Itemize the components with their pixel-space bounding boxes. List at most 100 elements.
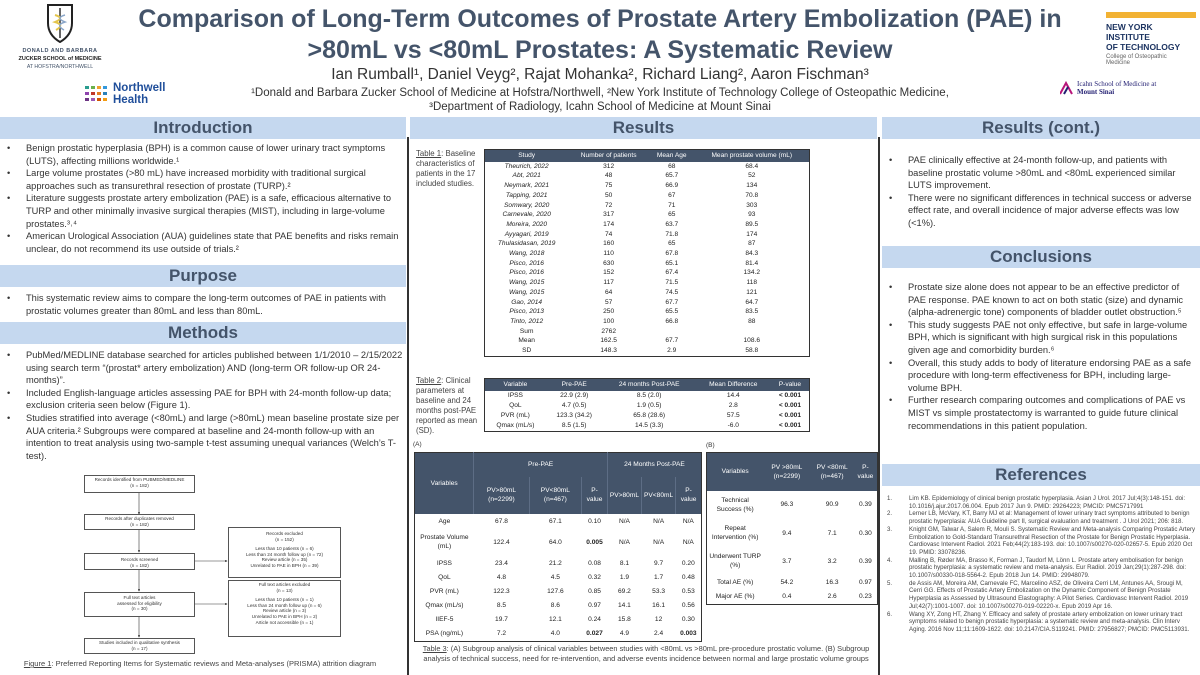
nyit-logo-line1: NEW YORK INSTITUTE (1106, 22, 1153, 42)
results-cont-header: Results (cont.) (882, 117, 1200, 139)
table-cell: 0.97 (859, 579, 872, 587)
purpose-header: Purpose (0, 265, 406, 287)
table-cell: Moreira, 2020 (506, 220, 547, 228)
column-group-header: Pre-PAE (473, 452, 608, 477)
table-cell: 57 (604, 298, 613, 306)
table-row: Pisco, 2013 250 65.5 83.5 (485, 307, 810, 317)
zucker-logo-line1: DONALD AND BARBARA (22, 48, 98, 54)
table-cell: PVR (mL) (500, 412, 530, 419)
table-cell: 14.5 (3.3) (635, 422, 664, 429)
prisma-box-records-excluded: Records excluded (n = 152) Less than 10 pa… (228, 527, 341, 578)
table-cell: 2762 (601, 327, 616, 335)
table-cell: Ayyagari, 2019 (504, 230, 549, 238)
prisma-box-identified: Records identified from PUBMED/MEDLINE (n… (84, 475, 195, 493)
reference-item: 2. Lerner LB, McVary, KT, Barry MJ et al:… (887, 510, 1197, 525)
table-cell: QoL (438, 573, 451, 581)
table-cell: 108.6 (743, 337, 760, 345)
table1-caption-text: : Baseline characteristics of patients i… (416, 149, 476, 188)
reference-number: 3. (887, 525, 893, 533)
affiliation-line2: ³Department of Radiology, Icahn School o… (429, 101, 771, 113)
table-cell: PSA (ng/mL) (425, 630, 464, 638)
table-cell: 75 (604, 182, 613, 190)
table3-caption: Table 3: (A) Subgroup analysis of clinic… (416, 644, 876, 664)
table-cell: 69.2 (618, 587, 631, 595)
table-cell: 67.8 (665, 250, 679, 258)
table-row: Carnevale, 2020 317 65 93 (485, 210, 810, 220)
column-header: Variables (414, 452, 474, 515)
reference-item: 4. Malling B, Røder MA, Brasso K, Forman … (887, 557, 1197, 580)
table-cell: N/A (618, 517, 630, 525)
column-header: Mean Difference (695, 378, 771, 391)
table-cell: 72 (604, 201, 613, 209)
table-row: Somwary, 2020 72 71 303 (485, 201, 810, 211)
table-cell: 16.3 (825, 579, 839, 587)
table-cell: 52 (748, 172, 756, 180)
table-cell: Age (438, 517, 451, 525)
table-cell: Qmax (mL/s) (496, 422, 535, 429)
table-cell: 127.6 (547, 587, 564, 595)
table-cell: 162.5 (600, 337, 617, 345)
table-cell: 7.2 (496, 630, 507, 638)
table-cell: 87 (748, 240, 756, 248)
column-header: Mean prostate volume (mL) (694, 149, 810, 162)
table-cell: 96.3 (780, 501, 794, 509)
table-cell: Repeat Intervention (%) (711, 525, 759, 542)
table-cell: 0.30 (681, 616, 695, 624)
conclusions-list: Prostate size alone does not appear to b… (882, 281, 1198, 432)
introduction-bullet: Benign prostatic hyperplasia (BPH) is a … (0, 142, 404, 167)
table-cell: 19.7 (495, 616, 508, 624)
prisma-box-fulltext-excluded: Full text articles excluded (n = 13) Less … (228, 580, 341, 637)
table-cell: QoL (509, 402, 522, 409)
column-header: P-value (581, 476, 608, 515)
table-cell: 21.2 (548, 559, 562, 567)
table-cell: 2.6 (827, 593, 837, 601)
table-row: Abt, 2021 48 65.7 52 (485, 171, 810, 181)
table-cell: N/A (682, 517, 694, 525)
table-cell: 0.003 (680, 630, 697, 638)
table-row: IIEF-5 19.7 12.1 0.24 15.8 12 0.30 (415, 613, 702, 627)
table-row: PVR (mL) 123.3 (34.2) 65.8 (28.6) 57.5 < 0.0… (485, 411, 810, 421)
table-cell: Neymark, 2021 (504, 182, 550, 190)
table-cell: Wang, 2018 (508, 250, 545, 258)
table-cell: Wang, 2015 (508, 288, 545, 296)
table-cell: 174 (603, 220, 615, 228)
table-cell: 65 (668, 240, 676, 248)
nyit-logo-line2: OF TECHNOLOGY (1106, 42, 1181, 52)
table3-caption-text: : (A) Subgroup analysis of clinical vari… (423, 644, 870, 663)
zucker-logo-line3: AT HOFSTRA/NORTHWELL (26, 64, 94, 70)
table-cell: 303 (746, 201, 758, 209)
table-row: Sum 2762 (485, 327, 810, 337)
reference-number: 4. (887, 556, 893, 564)
table-row: Gao, 2014 57 67.7 64.7 (485, 298, 810, 308)
sinai-logo-line1: Icahn School of Medicine at (1077, 80, 1157, 88)
table-cell: 65.7 (665, 172, 679, 180)
table-cell: < 0.001 (778, 392, 802, 399)
table-cell: 68.4 (745, 162, 759, 170)
table-group-header-row: Variables Pre-PAE 24 Months Post-PAE (414, 452, 702, 515)
table-cell: 65.1 (665, 259, 679, 267)
column-header: P-value (770, 378, 810, 391)
table-cell: 0.39 (859, 501, 872, 509)
column-header: 24 months Post-PAE (602, 378, 696, 391)
table3-caption-label: Table 3 (422, 644, 447, 653)
table-cell: Theurich, 2022 (504, 162, 549, 170)
northwell-mark-icon (85, 86, 107, 101)
table-cell: 4.8 (496, 573, 507, 581)
table-cell: 15.8 (618, 616, 631, 624)
table-cell: 68 (668, 162, 676, 170)
table-row: Wang, 2018 110 67.8 84.3 (485, 249, 810, 259)
table-cell: IPSS (436, 559, 452, 567)
table-cell: 67.4 (665, 269, 679, 277)
table-cell: Somwary, 2020 (504, 201, 550, 209)
table-cell: N/A (618, 538, 630, 546)
table-row: Repeat Intervention (%) 9.4 7.1 0.30 (707, 519, 878, 547)
table-cell: 0.97 (588, 602, 601, 609)
table-row: Underwent TURP (%) 3.7 3.2 0.39 (707, 547, 878, 575)
table-cell: Abt, 2021 (512, 172, 541, 180)
methods-list: PubMed/MEDLINE database searched for art… (0, 349, 404, 462)
table-cell: Pisco, 2016 (509, 259, 544, 267)
column-divider-right (878, 137, 880, 675)
table-cell: 64 (604, 288, 613, 296)
table-cell: Tapping, 2021 (505, 191, 548, 199)
table-cell: 83.5 (745, 308, 759, 316)
